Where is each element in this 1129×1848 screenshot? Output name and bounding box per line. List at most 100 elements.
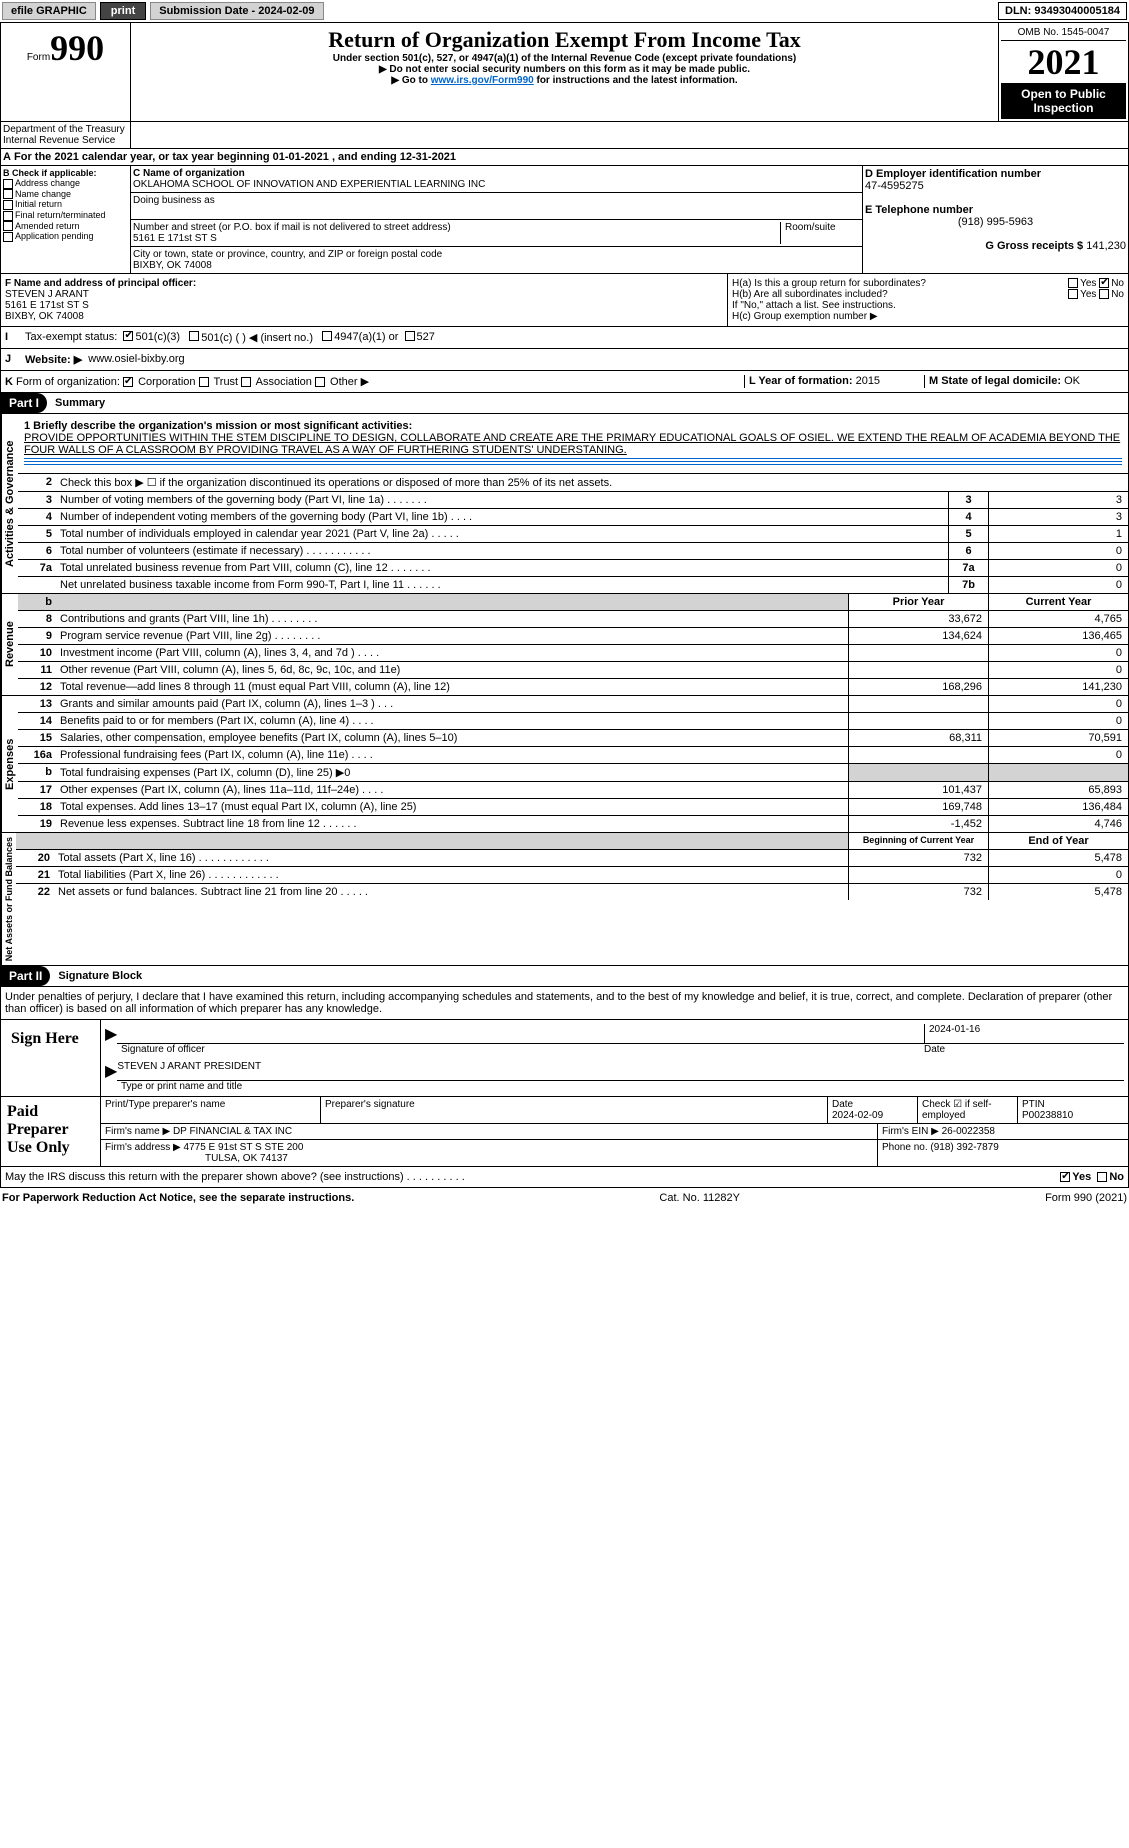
curr-val: 141,230 bbox=[988, 679, 1128, 695]
curr-val: 4,746 bbox=[988, 816, 1128, 832]
ein: 47-4595275 bbox=[865, 180, 1126, 192]
subtitle-3-pre: ▶ Go to bbox=[391, 75, 430, 86]
curr-val: 0 bbox=[988, 662, 1128, 678]
line-text: Grants and similar amounts paid (Part IX… bbox=[58, 696, 848, 712]
B-label: B Check if applicable: bbox=[3, 168, 128, 178]
gov-line-box: 3 bbox=[948, 492, 988, 508]
year-formation: 2015 bbox=[856, 375, 880, 387]
submission-date: Submission Date - 2024-02-09 bbox=[150, 2, 323, 20]
C-name-label: C Name of organization bbox=[133, 168, 245, 179]
org-name: OKLAHOMA SCHOOL OF INNOVATION AND EXPERI… bbox=[133, 179, 485, 190]
firm-ein: 26-0022358 bbox=[942, 1126, 995, 1137]
chk-final: Final return/terminated bbox=[15, 210, 106, 220]
sign-date: 2024-01-16 bbox=[924, 1024, 1124, 1044]
line2: Check this box ▶ ☐ if the organization d… bbox=[58, 474, 1128, 491]
prior-val: 168,296 bbox=[848, 679, 988, 695]
prep-h2: Preparer's signature bbox=[321, 1097, 828, 1123]
curr-val: 65,893 bbox=[988, 782, 1128, 798]
prior-val: 101,437 bbox=[848, 782, 988, 798]
sig-officer-label: Signature of officer bbox=[121, 1044, 924, 1055]
firm-addr2: TULSA, OK 74137 bbox=[105, 1153, 288, 1164]
Hb: H(b) Are all subordinates included? bbox=[732, 289, 888, 300]
line-text: Total revenue—add lines 8 through 11 (mu… bbox=[58, 679, 848, 695]
room-label: Room/suite bbox=[780, 222, 860, 244]
gov-line-box: 5 bbox=[948, 526, 988, 542]
K-label: Form of organization: bbox=[16, 376, 120, 388]
domicile: OK bbox=[1064, 375, 1080, 387]
print-button[interactable]: print bbox=[100, 2, 146, 20]
main-title: Return of Organization Exempt From Incom… bbox=[135, 27, 994, 53]
gov-line-text: Total unrelated business revenue from Pa… bbox=[58, 560, 948, 576]
gov-line-box: 7b bbox=[948, 577, 988, 593]
city-label: City or town, state or province, country… bbox=[133, 249, 442, 260]
side-expenses: Expenses bbox=[1, 696, 18, 832]
gov-line-text: Number of voting members of the governin… bbox=[58, 492, 948, 508]
line-text: Net assets or fund balances. Subtract li… bbox=[56, 884, 848, 900]
street-label: Number and street (or P.O. box if mail i… bbox=[133, 222, 451, 233]
line-text: Total liabilities (Part X, line 26) . . … bbox=[56, 867, 848, 883]
prior-val bbox=[848, 764, 988, 781]
501c3: 501(c)(3) bbox=[135, 331, 180, 344]
receipts-label: G Gross receipts $ bbox=[985, 240, 1083, 252]
line-A: A For the 2021 calendar year, or tax yea… bbox=[0, 149, 1129, 166]
chk-name: Name change bbox=[15, 189, 71, 199]
prior-val: -1,452 bbox=[848, 816, 988, 832]
line-text: Benefits paid to or for members (Part IX… bbox=[58, 713, 848, 729]
begin-head: Beginning of Current Year bbox=[848, 833, 988, 849]
officer-street: 5161 E 171st ST S bbox=[5, 300, 89, 311]
curr-val bbox=[988, 764, 1128, 781]
form-label: Form bbox=[27, 52, 50, 63]
line-text: Other expenses (Part IX, column (A), lin… bbox=[58, 782, 848, 798]
prior-val bbox=[848, 662, 988, 678]
line-text: Total fundraising expenses (Part IX, col… bbox=[58, 764, 848, 781]
irs-link[interactable]: www.irs.gov/Form990 bbox=[431, 75, 534, 86]
firm-phone: (918) 392-7879 bbox=[930, 1142, 998, 1153]
curr-val: 0 bbox=[988, 696, 1128, 712]
subtitle-3-post: for instructions and the latest informat… bbox=[534, 75, 738, 86]
gov-line-val: 1 bbox=[988, 526, 1128, 542]
footer-left: For Paperwork Reduction Act Notice, see … bbox=[2, 1192, 354, 1204]
efile-label: efile GRAPHIC bbox=[2, 2, 96, 20]
firm-addr1: 4775 E 91st ST S STE 200 bbox=[184, 1142, 304, 1153]
curr-val: 5,478 bbox=[988, 850, 1128, 866]
prior-val bbox=[848, 747, 988, 763]
header-grid: B Check if applicable: Address change Na… bbox=[0, 166, 1129, 274]
side-governance: Activities & Governance bbox=[1, 414, 18, 593]
prior-val: 33,672 bbox=[848, 611, 988, 627]
501c: 501(c) ( ) ◀ (insert no.) bbox=[201, 331, 313, 344]
curr-val: 136,484 bbox=[988, 799, 1128, 815]
end-head: End of Year bbox=[988, 833, 1128, 849]
ptin: P00238810 bbox=[1022, 1110, 1073, 1121]
line-text: Total expenses. Add lines 13–17 (must eq… bbox=[58, 799, 848, 815]
discuss-text: May the IRS discuss this return with the… bbox=[5, 1171, 465, 1183]
prior-val bbox=[848, 696, 988, 712]
H-note: If "No," attach a list. See instructions… bbox=[732, 300, 1124, 311]
line-text: Contributions and grants (Part VIII, lin… bbox=[58, 611, 848, 627]
gov-line-text: Net unrelated business taxable income fr… bbox=[58, 577, 948, 593]
gov-line-box: 4 bbox=[948, 509, 988, 525]
chk-initial: Initial return bbox=[15, 199, 62, 209]
irs-label: Internal Revenue Service bbox=[3, 135, 128, 146]
omb-number: OMB No. 1545-0047 bbox=[1001, 25, 1126, 41]
firm-name: DP FINANCIAL & TAX INC bbox=[173, 1126, 292, 1137]
chk-address: Address change bbox=[15, 178, 80, 188]
partII-title: Signature Block bbox=[50, 970, 142, 982]
footer-right: Form 990 (2021) bbox=[1045, 1192, 1127, 1204]
officer-name: STEVEN J ARANT bbox=[5, 289, 89, 300]
line-text: Professional fundraising fees (Part IX, … bbox=[58, 747, 848, 763]
line-text: Investment income (Part VIII, column (A)… bbox=[58, 645, 848, 661]
prep-date: 2024-02-09 bbox=[832, 1110, 883, 1121]
prior-val bbox=[848, 645, 988, 661]
prior-year-head: Prior Year bbox=[848, 594, 988, 610]
curr-val: 5,478 bbox=[988, 884, 1128, 900]
receipts: 141,230 bbox=[1086, 240, 1126, 252]
perjury-text: Under penalties of perjury, I declare th… bbox=[1, 987, 1128, 1020]
line-text: Salaries, other compensation, employee b… bbox=[58, 730, 848, 746]
gov-line-val: 0 bbox=[988, 543, 1128, 559]
curr-val: 70,591 bbox=[988, 730, 1128, 746]
curr-val: 136,465 bbox=[988, 628, 1128, 644]
name-title-label: Type or print name and title bbox=[105, 1081, 1124, 1092]
tax-year: 2021 bbox=[1001, 41, 1126, 83]
street: 5161 E 171st ST S bbox=[133, 233, 217, 244]
curr-val: 4,765 bbox=[988, 611, 1128, 627]
